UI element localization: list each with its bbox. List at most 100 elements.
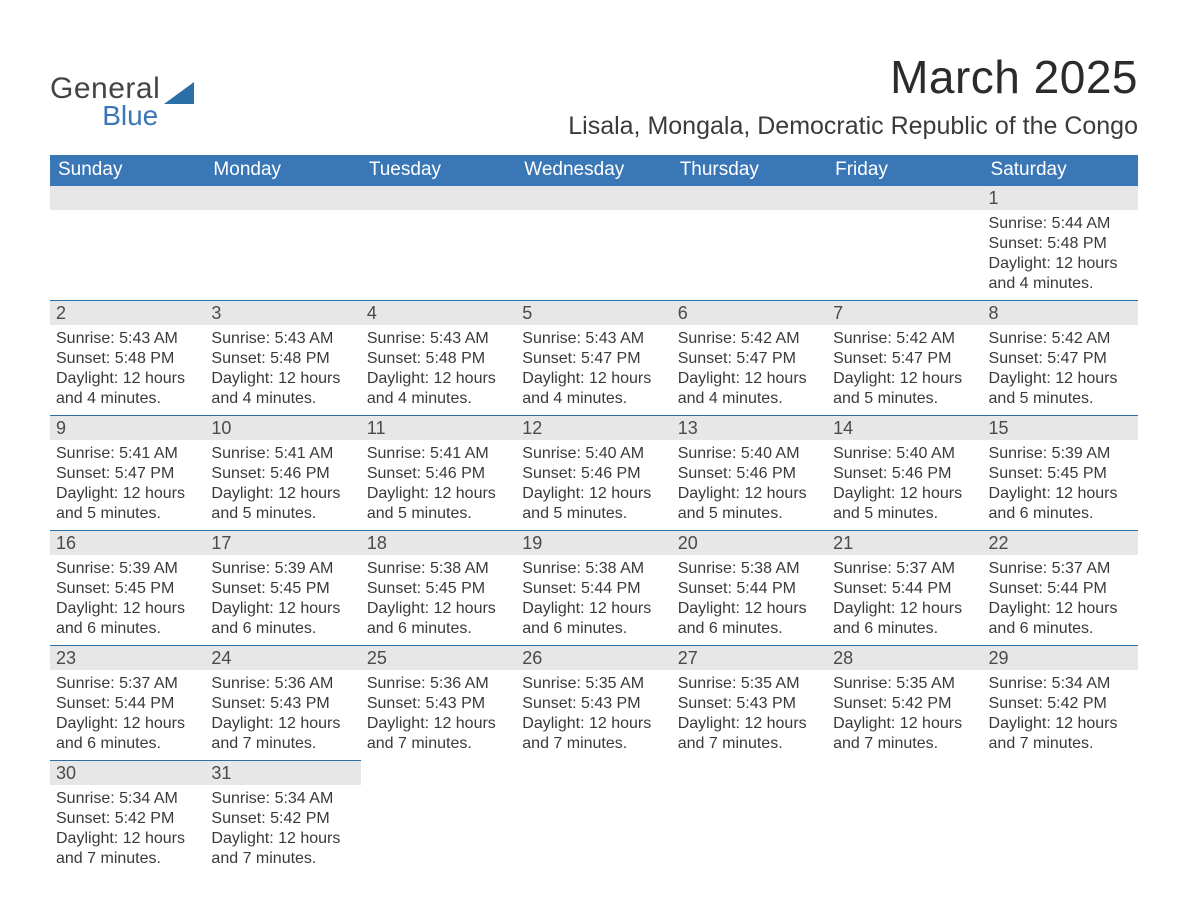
header-bar: General Blue March 2025 Lisala, Mongala,…: [50, 50, 1138, 141]
day-details: Sunrise: 5:38 AMSunset: 5:45 PMDaylight:…: [361, 555, 516, 645]
sunset-text: Sunset: 5:42 PM: [989, 694, 1132, 714]
sunrise-text: Sunrise: 5:35 AM: [522, 674, 665, 694]
calendar-day-cell: 20Sunrise: 5:38 AMSunset: 5:44 PMDayligh…: [672, 530, 827, 645]
day-details: Sunrise: 5:41 AMSunset: 5:46 PMDaylight:…: [205, 440, 360, 530]
sunrise-text: Sunrise: 5:39 AM: [56, 559, 199, 579]
day-number: 25: [361, 645, 516, 670]
calendar-week-row: 16Sunrise: 5:39 AMSunset: 5:45 PMDayligh…: [50, 530, 1138, 645]
day-number: [50, 186, 205, 210]
sunset-text: Sunset: 5:47 PM: [522, 349, 665, 369]
sunrise-text: Sunrise: 5:40 AM: [522, 444, 665, 464]
calendar-day-cell: 15Sunrise: 5:39 AMSunset: 5:45 PMDayligh…: [983, 415, 1138, 530]
sunset-text: Sunset: 5:44 PM: [678, 579, 821, 599]
sunrise-text: Sunrise: 5:40 AM: [678, 444, 821, 464]
daylight-text: Daylight: 12 hours and 7 minutes.: [989, 714, 1132, 754]
day-details: Sunrise: 5:42 AMSunset: 5:47 PMDaylight:…: [672, 325, 827, 415]
sunset-text: Sunset: 5:46 PM: [522, 464, 665, 484]
day-number: 7: [827, 300, 982, 325]
day-number: 16: [50, 530, 205, 555]
sunset-text: Sunset: 5:48 PM: [211, 349, 354, 369]
day-number: 10: [205, 415, 360, 440]
sunrise-text: Sunrise: 5:38 AM: [367, 559, 510, 579]
daylight-text: Daylight: 12 hours and 5 minutes.: [211, 484, 354, 524]
calendar-day-cell: 30Sunrise: 5:34 AMSunset: 5:42 PMDayligh…: [50, 760, 205, 875]
location-subtitle: Lisala, Mongala, Democratic Republic of …: [568, 112, 1138, 141]
calendar-day-cell: 12Sunrise: 5:40 AMSunset: 5:46 PMDayligh…: [516, 415, 671, 530]
day-number: 2: [50, 300, 205, 325]
calendar-day-cell: [50, 186, 205, 300]
calendar-day-cell: [672, 186, 827, 300]
day-number: 18: [361, 530, 516, 555]
day-details: Sunrise: 5:35 AMSunset: 5:43 PMDaylight:…: [672, 670, 827, 760]
sunrise-text: Sunrise: 5:42 AM: [833, 329, 976, 349]
month-title: March 2025: [568, 50, 1138, 104]
calendar-week-row: 9Sunrise: 5:41 AMSunset: 5:47 PMDaylight…: [50, 415, 1138, 530]
weekday-header: Wednesday: [516, 155, 671, 186]
daylight-text: Daylight: 12 hours and 4 minutes.: [211, 369, 354, 409]
day-number: [983, 760, 1138, 784]
sunrise-text: Sunrise: 5:42 AM: [989, 329, 1132, 349]
brand-triangle-icon: [164, 78, 198, 104]
sunrise-text: Sunrise: 5:39 AM: [211, 559, 354, 579]
day-details: Sunrise: 5:34 AMSunset: 5:42 PMDaylight:…: [205, 785, 360, 875]
day-details: Sunrise: 5:35 AMSunset: 5:42 PMDaylight:…: [827, 670, 982, 760]
sunrise-text: Sunrise: 5:39 AM: [989, 444, 1132, 464]
day-number: [361, 186, 516, 210]
sunrise-text: Sunrise: 5:43 AM: [56, 329, 199, 349]
sunset-text: Sunset: 5:46 PM: [211, 464, 354, 484]
calendar-day-cell: 27Sunrise: 5:35 AMSunset: 5:43 PMDayligh…: [672, 645, 827, 760]
day-number: 8: [983, 300, 1138, 325]
sunset-text: Sunset: 5:45 PM: [989, 464, 1132, 484]
sunrise-text: Sunrise: 5:40 AM: [833, 444, 976, 464]
calendar-body: 1Sunrise: 5:44 AMSunset: 5:48 PMDaylight…: [50, 186, 1138, 875]
day-details: Sunrise: 5:43 AMSunset: 5:48 PMDaylight:…: [205, 325, 360, 415]
daylight-text: Daylight: 12 hours and 6 minutes.: [367, 599, 510, 639]
weekday-header: Monday: [205, 155, 360, 186]
sunrise-text: Sunrise: 5:35 AM: [833, 674, 976, 694]
calendar-week-row: 1Sunrise: 5:44 AMSunset: 5:48 PMDaylight…: [50, 186, 1138, 300]
daylight-text: Daylight: 12 hours and 6 minutes.: [989, 599, 1132, 639]
day-details: [516, 210, 671, 220]
sunset-text: Sunset: 5:48 PM: [989, 234, 1132, 254]
calendar-day-cell: [827, 186, 982, 300]
daylight-text: Daylight: 12 hours and 4 minutes.: [56, 369, 199, 409]
sunrise-text: Sunrise: 5:37 AM: [989, 559, 1132, 579]
daylight-text: Daylight: 12 hours and 6 minutes.: [56, 599, 199, 639]
sunset-text: Sunset: 5:47 PM: [56, 464, 199, 484]
calendar-day-cell: 19Sunrise: 5:38 AMSunset: 5:44 PMDayligh…: [516, 530, 671, 645]
day-number: 26: [516, 645, 671, 670]
sunset-text: Sunset: 5:46 PM: [833, 464, 976, 484]
day-number: 11: [361, 415, 516, 440]
daylight-text: Daylight: 12 hours and 7 minutes.: [211, 829, 354, 869]
daylight-text: Daylight: 12 hours and 4 minutes.: [367, 369, 510, 409]
sunset-text: Sunset: 5:42 PM: [833, 694, 976, 714]
day-number: [205, 186, 360, 210]
calendar-day-cell: 13Sunrise: 5:40 AMSunset: 5:46 PMDayligh…: [672, 415, 827, 530]
sunrise-text: Sunrise: 5:37 AM: [56, 674, 199, 694]
sunset-text: Sunset: 5:44 PM: [989, 579, 1132, 599]
day-details: [672, 210, 827, 220]
calendar-day-cell: 11Sunrise: 5:41 AMSunset: 5:46 PMDayligh…: [361, 415, 516, 530]
sunrise-text: Sunrise: 5:43 AM: [367, 329, 510, 349]
sunrise-text: Sunrise: 5:41 AM: [211, 444, 354, 464]
calendar-day-cell: 9Sunrise: 5:41 AMSunset: 5:47 PMDaylight…: [50, 415, 205, 530]
daylight-text: Daylight: 12 hours and 5 minutes.: [678, 484, 821, 524]
calendar-day-cell: 4Sunrise: 5:43 AMSunset: 5:48 PMDaylight…: [361, 300, 516, 415]
day-details: [361, 784, 516, 794]
day-details: Sunrise: 5:43 AMSunset: 5:48 PMDaylight:…: [361, 325, 516, 415]
day-number: 19: [516, 530, 671, 555]
calendar-day-cell: 31Sunrise: 5:34 AMSunset: 5:42 PMDayligh…: [205, 760, 360, 875]
day-number: 1: [983, 186, 1138, 210]
calendar-day-cell: [516, 760, 671, 875]
calendar-day-cell: 3Sunrise: 5:43 AMSunset: 5:48 PMDaylight…: [205, 300, 360, 415]
day-details: [516, 784, 671, 794]
sunrise-text: Sunrise: 5:35 AM: [678, 674, 821, 694]
sunrise-text: Sunrise: 5:36 AM: [367, 674, 510, 694]
daylight-text: Daylight: 12 hours and 4 minutes.: [989, 254, 1132, 294]
day-number: [361, 760, 516, 784]
calendar-day-cell: 16Sunrise: 5:39 AMSunset: 5:45 PMDayligh…: [50, 530, 205, 645]
sunset-text: Sunset: 5:45 PM: [211, 579, 354, 599]
calendar-day-cell: 7Sunrise: 5:42 AMSunset: 5:47 PMDaylight…: [827, 300, 982, 415]
day-number: 13: [672, 415, 827, 440]
sunrise-text: Sunrise: 5:37 AM: [833, 559, 976, 579]
